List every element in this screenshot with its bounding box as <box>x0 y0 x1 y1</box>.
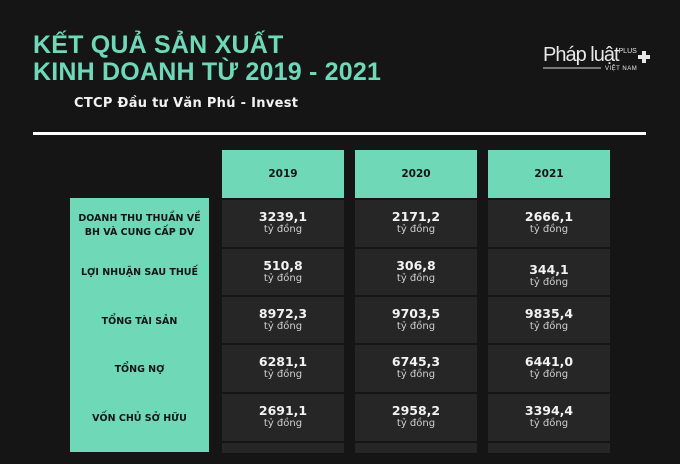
year-header: 2020 <box>355 150 477 198</box>
table-cell: 344,1 tỷ đồng <box>488 249 610 295</box>
table-cell: 8972,3 tỷ đồng <box>222 297 344 343</box>
logo-plus: PLUS <box>618 48 637 55</box>
year-column-2019: 2019 3239,1 tỷ đồng 510,8 tỷ đồng 8972,3 tỷ… <box>222 150 344 453</box>
table-cell: 306,8 tỷ đồng <box>355 249 477 295</box>
logo-country: VIỆT NAM <box>605 66 638 72</box>
year-header: 2021 <box>488 150 610 198</box>
table-cell: 3394,4 tỷ đồng <box>488 394 610 441</box>
phapluat-logo: Pháp luậtPLUS VIỆT NAM <box>543 44 650 72</box>
company-subtitle: CTCP Đầu tư Văn Phú - Invest <box>74 96 299 111</box>
page-title: KẾT QUẢ SẢN XUẤT KINH DOANH TỪ 2019 - 20… <box>33 32 381 86</box>
table-cell: 9703,5 tỷ đồng <box>355 297 477 343</box>
table-cell: 6745,3 tỷ đồng <box>355 345 477 392</box>
title-divider <box>33 132 646 135</box>
plus-cross-icon <box>637 51 650 63</box>
row-labels-column: DOANH THU THUẦN VỀ BH VÀ CUNG CẤP DV LỢI… <box>70 198 209 452</box>
title-line-1: KẾT QUẢ SẢN XUẤT <box>33 31 284 59</box>
logo-name: Pháp luật <box>543 44 620 66</box>
table-cell: 6281,1 tỷ đồng <box>222 345 344 392</box>
row-label-total-assets: TỔNG TÀI SẢN <box>101 316 178 327</box>
table-cell: 2958,2 tỷ đồng <box>355 394 477 441</box>
row-label-total-debt: TỔNG NỢ <box>114 364 165 375</box>
table-cell: 2171,2 tỷ đồng <box>355 200 477 247</box>
row-label-revenue: DOANH THU THUẦN VỀ BH VÀ CUNG CẤP DV <box>78 213 201 238</box>
table-cell-footer <box>488 443 610 453</box>
table-cell: 2666,1 tỷ đồng <box>488 200 610 247</box>
year-column-2021: 2021 2666,1 tỷ đồng 344,1 tỷ đồng 9835,4 tỷ… <box>488 150 610 453</box>
table-cell: 9835,4 tỷ đồng <box>488 297 610 343</box>
title-line-2: KINH DOANH TỪ 2019 - 2021 <box>33 58 382 86</box>
row-label-profit: LỢI NHUẬN SAU THUẾ <box>81 267 198 278</box>
year-column-2020: 2020 2171,2 tỷ đồng 306,8 tỷ đồng 9703,5 tỷ… <box>355 150 477 453</box>
table-cell: 6441,0 tỷ đồng <box>488 345 610 392</box>
table-cell: 2691,1 tỷ đồng <box>222 394 344 441</box>
logo-tagline-bar <box>543 67 601 69</box>
year-header: 2019 <box>222 150 344 198</box>
row-label-equity: VỐN CHỦ SỞ HỮU <box>92 413 187 424</box>
table-cell-footer <box>355 443 477 453</box>
table-cell-footer <box>222 443 344 453</box>
table-cell: 3239,1 tỷ đồng <box>222 200 344 247</box>
table-cell: 510,8 tỷ đồng <box>222 249 344 295</box>
